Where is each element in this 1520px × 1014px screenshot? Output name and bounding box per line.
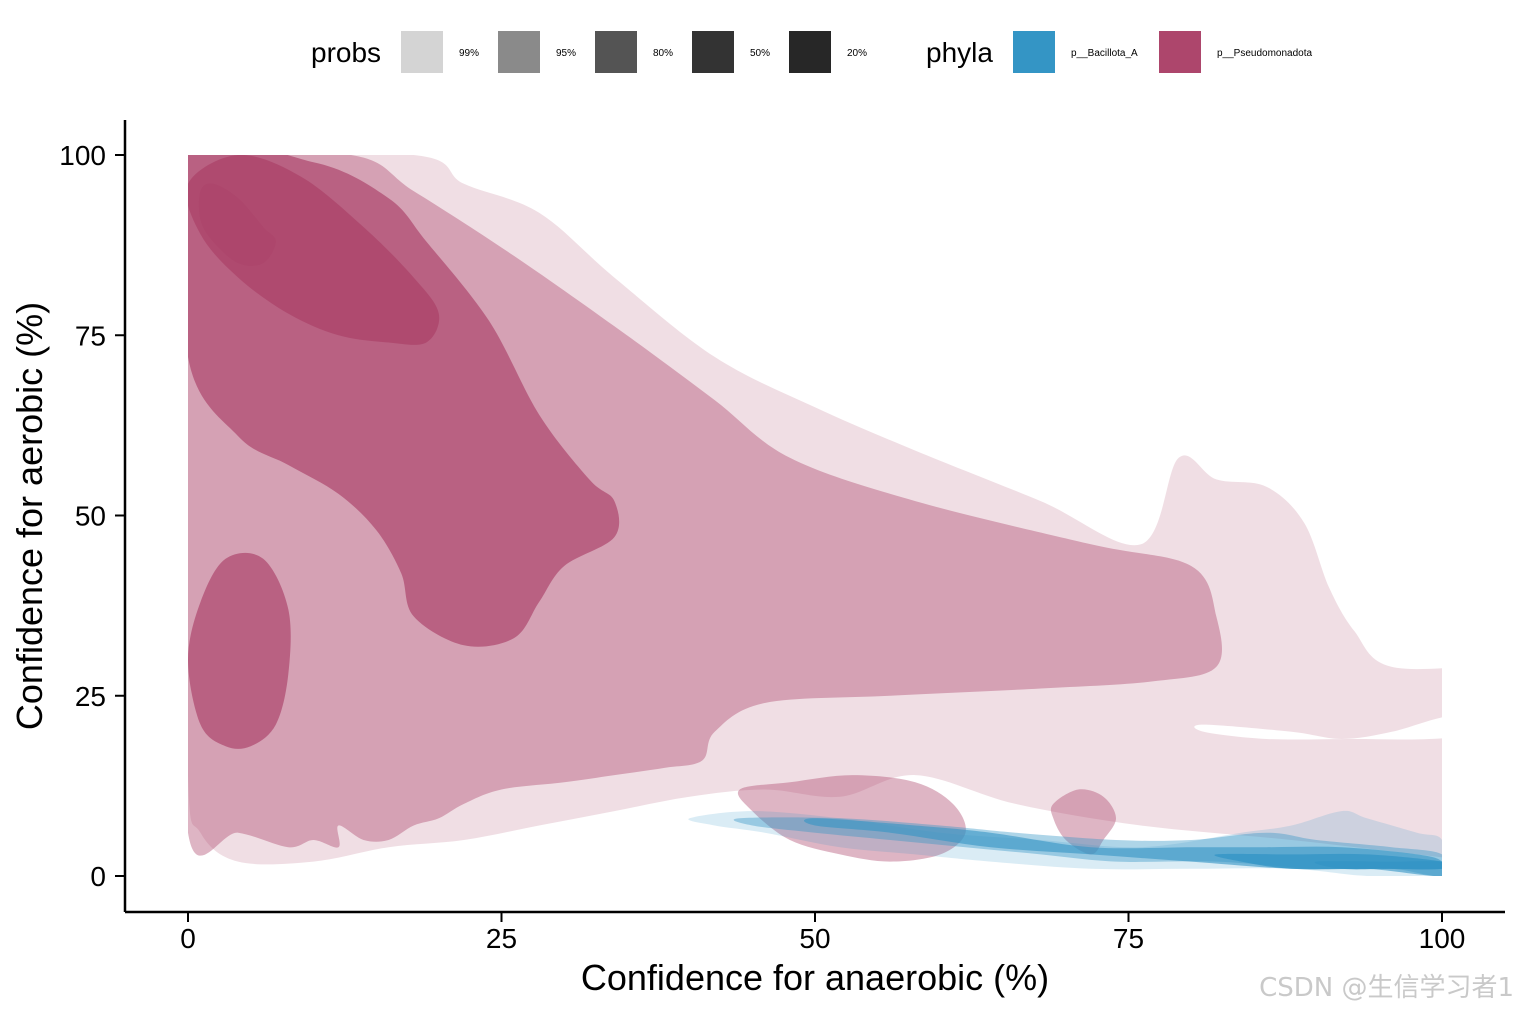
contour-p-pseudomonadota-20	[198, 183, 276, 266]
legend-phyla-label: p__Bacillota_A	[1071, 48, 1138, 59]
legend-probs-swatch	[498, 31, 540, 73]
legend: probs 99% 95% 80% 50% 20% phyla p__Bacillota…	[311, 31, 1313, 73]
contour-p-pseudomonadota-blob-0-0	[737, 775, 966, 862]
contour-p-pseudomonadota-50	[188, 155, 440, 345]
legend-probs-swatch	[692, 31, 734, 73]
x-ticks: 0 25 50 75 100	[180, 912, 1465, 954]
x-tick-label: 50	[799, 923, 830, 954]
y-tick-label: 0	[90, 861, 106, 892]
legend-probs-items: 99% 95% 80% 50% 20%	[401, 31, 867, 73]
legend-probs-label: 50%	[750, 48, 770, 59]
contour-p-pseudomonadota-80-extra-0	[188, 552, 291, 749]
legend-probs-swatch	[595, 31, 637, 73]
legend-phyla-swatch	[1159, 31, 1201, 73]
contour-p-pseudomonadota-blob-0-1	[1050, 789, 1116, 855]
x-tick-label: 25	[486, 923, 517, 954]
axes: 0 25 50 75 100 0 25 50 75 100	[59, 120, 1505, 954]
y-tick-label: 100	[59, 140, 106, 171]
y-tick-label: 25	[75, 681, 106, 712]
plot-area	[188, 155, 1442, 876]
legend-probs-label: 95%	[556, 48, 576, 59]
x-tick-label: 75	[1113, 923, 1144, 954]
legend-phyla-title: phyla	[926, 37, 993, 68]
legend-phyla-label: p__Pseudomonadota	[1217, 48, 1313, 59]
legend-probs-label: 99%	[459, 48, 479, 59]
contour-p-bacillota-a-20	[1314, 861, 1442, 870]
y-tick-label: 50	[75, 501, 106, 532]
seriesp-pseudomonadota	[188, 155, 1442, 865]
seriesp-bacillota-a	[688, 810, 1442, 876]
x-tick-label: 100	[1419, 923, 1466, 954]
x-tick-label: 0	[180, 923, 196, 954]
legend-phyla-swatch	[1013, 31, 1055, 73]
legend-probs-swatch	[401, 31, 443, 73]
y-tick-label: 75	[75, 320, 106, 351]
y-axis-title: Confidence for aerobic (%)	[9, 302, 50, 730]
legend-probs-title: probs	[311, 37, 381, 68]
legend-probs-label: 20%	[847, 48, 867, 59]
x-axis-title: Confidence for anaerobic (%)	[581, 957, 1049, 998]
density-layer	[188, 155, 1442, 876]
watermark: CSDN @生信学习者1	[1259, 973, 1514, 1003]
contour-p-pseudomonadota-99	[188, 155, 1442, 865]
legend-phyla-items: p__Bacillota_A p__Pseudomonadota	[1013, 31, 1313, 73]
y-ticks: 0 25 50 75 100	[59, 140, 125, 892]
legend-probs-label: 80%	[653, 48, 673, 59]
legend-probs-swatch	[789, 31, 831, 73]
